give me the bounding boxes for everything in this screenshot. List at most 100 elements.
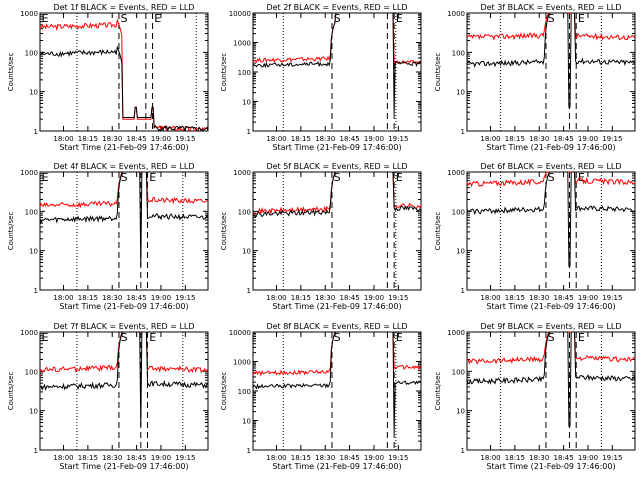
x-tick-label: 19:00 [578, 294, 598, 302]
x-tick-label: 18:00 [266, 135, 286, 143]
x-tick-label: 19:00 [578, 454, 598, 462]
x-tick-label: 18:00 [480, 294, 500, 302]
events-series-line [39, 45, 209, 132]
segment-annotation: E [578, 12, 585, 25]
x-tick-label: 19:00 [151, 454, 171, 462]
x-axis-label: Start Time (21-Feb-09 17:46:00) [59, 143, 188, 152]
y-tick-label: 1000 [447, 329, 465, 337]
x-tick-label: 18:45 [340, 135, 360, 143]
x-tick-label: 19:00 [151, 135, 171, 143]
x-axis-label: Start Time (21-Feb-09 17:46:00) [272, 462, 401, 471]
segment-annotation: E [396, 12, 403, 25]
x-tick-label: 19:15 [388, 294, 408, 302]
y-tick-label: 10 [456, 248, 465, 256]
x-tick-label: 18:45 [554, 454, 574, 462]
x-tick-label: 18:45 [340, 294, 360, 302]
x-tick-label: 18:30 [102, 135, 122, 143]
x-tick-label: 19:15 [175, 454, 195, 462]
segment-annotation: S [334, 12, 341, 25]
plot-frame [466, 331, 636, 451]
y-axis-label: Counts/sec [220, 212, 228, 251]
x-tick-label: 18:30 [529, 135, 549, 143]
x-tick-label: 19:15 [388, 454, 408, 462]
x-tick-label: 18:00 [266, 454, 286, 462]
detector-panel: Det 6f BLACK = Events, RED = LLD 1 10 100 10… [434, 162, 636, 311]
x-tick-label: 18:00 [266, 294, 286, 302]
x-tick-label: 19:15 [388, 135, 408, 143]
y-tick-label: 100 [25, 208, 38, 216]
y-tick-label: 10 [456, 89, 465, 97]
y-tick-label: 100 [452, 49, 465, 57]
x-axis-label: Start Time (21-Feb-09 17:46:00) [486, 143, 615, 152]
y-tick-label: 1 [461, 287, 465, 295]
detector-panel: Det 8f BLACK = Events, RED = LLD 1 10 100 10… [220, 322, 422, 471]
x-tick-label: 19:00 [151, 294, 171, 302]
x-tick-label: 19:00 [364, 294, 384, 302]
y-tick-label: 1000 [447, 169, 465, 177]
x-axis-label: Start Time (21-Feb-09 17:46:00) [486, 302, 615, 311]
y-axis-label: Counts/sec [434, 212, 442, 251]
x-tick-label: 19:15 [602, 135, 622, 143]
x-tick-label: 19:15 [602, 294, 622, 302]
y-tick-label: 10 [456, 408, 465, 416]
x-tick-label: 18:15 [78, 454, 98, 462]
segment-annotation: E [42, 331, 49, 344]
x-axis-label: Start Time (21-Feb-09 17:46:00) [59, 302, 188, 311]
events-series-line [466, 171, 636, 267]
x-tick-label: 18:00 [53, 454, 73, 462]
detector-panel: Det 3f BLACK = Events, RED = LLD 1 10 100 10… [434, 3, 636, 152]
x-tick-label: 18:45 [127, 454, 147, 462]
y-tick-label: 10 [242, 418, 251, 426]
y-tick-label: 10000 [229, 10, 251, 18]
x-tick-label: 19:00 [364, 454, 384, 462]
x-tick-label: 19:15 [602, 454, 622, 462]
x-tick-label: 18:30 [315, 294, 335, 302]
y-tick-label: 1 [247, 287, 251, 295]
y-axis-label: Counts/sec [434, 53, 442, 92]
y-tick-label: 100 [238, 388, 251, 396]
y-tick-label: 100 [452, 208, 465, 216]
x-tick-label: 18:15 [505, 294, 525, 302]
panel-title: Det 7f BLACK = Events, RED = LLD [53, 322, 194, 331]
plot-frame [39, 12, 209, 132]
events-series-line [253, 171, 422, 218]
panel-title: Det 4f BLACK = Events, RED = LLD [53, 162, 194, 171]
y-tick-label: 1 [34, 287, 38, 295]
panel-title: Det 5f BLACK = Events, RED = LLD [266, 162, 407, 171]
y-axis-label: Counts/sec [7, 372, 15, 411]
segment-annotation: E [154, 12, 161, 25]
x-tick-label: 18:15 [505, 135, 525, 143]
x-tick-label: 18:15 [291, 454, 311, 462]
x-tick-label: 18:00 [53, 294, 73, 302]
segment-annotation: S [548, 12, 555, 25]
y-tick-label: 1000 [20, 10, 38, 18]
x-tick-label: 18:00 [53, 135, 73, 143]
plot-frame [252, 331, 422, 451]
events-series-line [39, 171, 209, 267]
x-tick-label: 18:00 [480, 454, 500, 462]
x-tick-label: 19:00 [364, 135, 384, 143]
x-axis-label: Start Time (21-Feb-09 17:46:00) [272, 143, 401, 152]
x-tick-label: 18:45 [127, 294, 147, 302]
segment-annotation: E [149, 171, 156, 184]
plot-frame [39, 331, 209, 451]
y-tick-label: 100 [25, 368, 38, 376]
panel-title: Det 6f BLACK = Events, RED = LLD [480, 162, 621, 171]
segment-annotation: E [42, 171, 49, 184]
x-tick-label: 18:30 [315, 454, 335, 462]
detector-panel: Det 7f BLACK = Events, RED = LLD 1 10 100 10… [7, 322, 209, 471]
detector-panel: Det 9f BLACK = Events, RED = LLD 1 10 100 10… [434, 322, 636, 471]
y-tick-label: 10 [242, 248, 251, 256]
detector-panel: Det 1f BLACK = Events, RED = LLD 1 10 100 10… [7, 3, 209, 152]
events-series-line [39, 331, 209, 427]
segment-annotation: S [121, 12, 128, 25]
segment-annotation: E [42, 12, 49, 25]
panel-title: Det 9f BLACK = Events, RED = LLD [480, 322, 621, 331]
plot-frame [466, 171, 636, 291]
y-tick-label: 10000 [229, 329, 251, 337]
x-tick-label: 18:15 [291, 294, 311, 302]
segment-annotation: S [548, 331, 555, 344]
segment-annotation: E [578, 171, 585, 184]
panel-title: Det 3f BLACK = Events, RED = LLD [480, 3, 621, 12]
